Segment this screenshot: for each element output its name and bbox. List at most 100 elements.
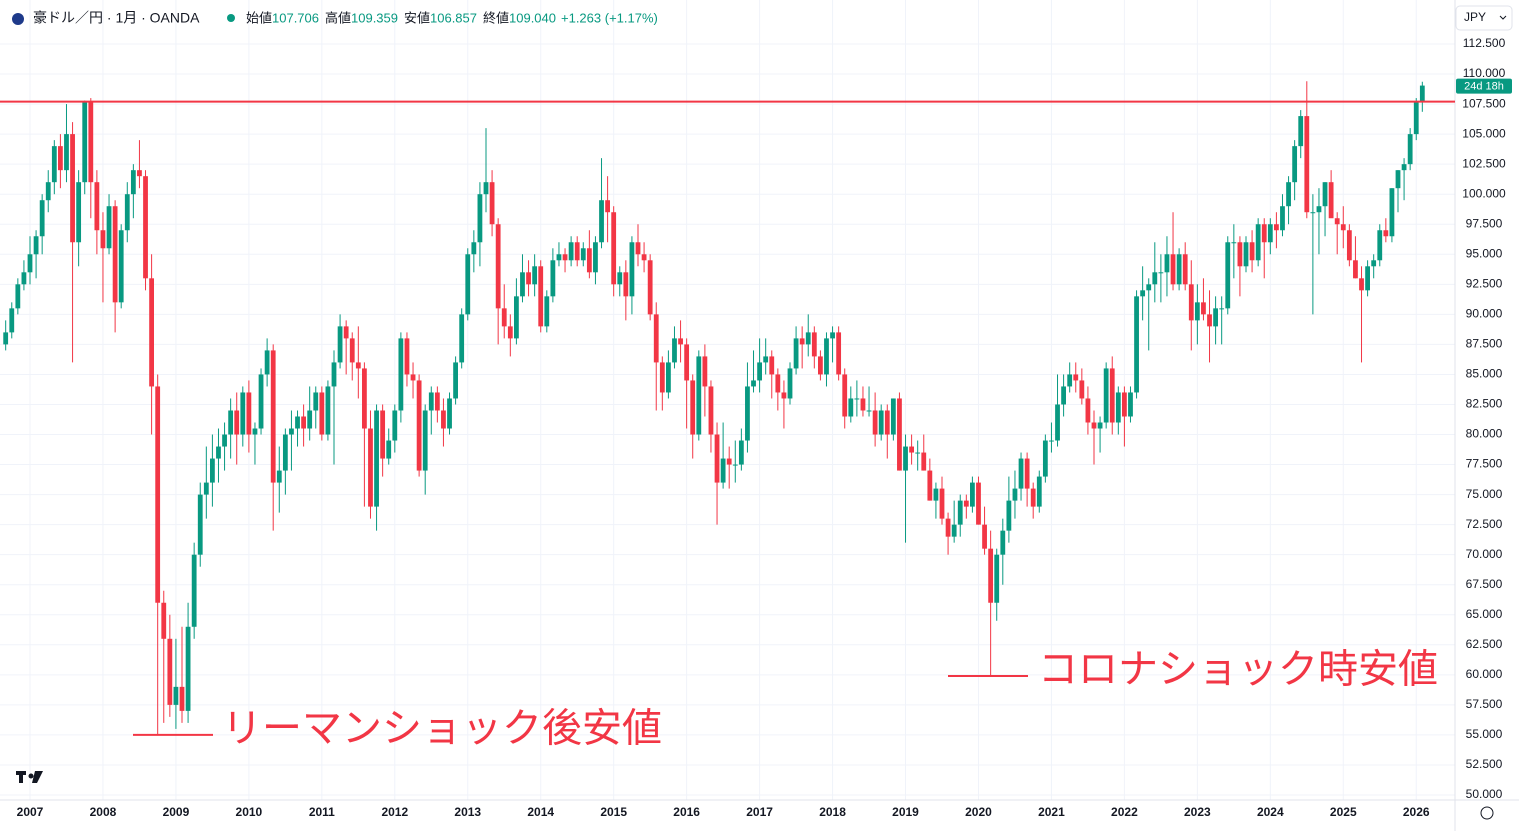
- candle-body: [781, 392, 787, 399]
- candle-body: [27, 254, 33, 273]
- x-tick-label: 2024: [1257, 805, 1284, 819]
- candle-body: [495, 224, 501, 309]
- candle-body: [240, 392, 246, 435]
- candle-body: [763, 356, 769, 363]
- candle-body: [1346, 230, 1352, 261]
- candle-body: [532, 266, 538, 285]
- candle-body: [58, 146, 63, 171]
- candle-body: [994, 554, 1000, 603]
- candle-body: [331, 362, 337, 387]
- candle-body: [88, 101, 94, 183]
- candle-body: [222, 434, 227, 447]
- y-tick-label: 102.500: [1462, 156, 1506, 170]
- settings-icon[interactable]: [1480, 806, 1494, 820]
- x-tick-label: 2009: [163, 805, 190, 819]
- candle-body: [1219, 308, 1225, 310]
- candle-body: [1322, 182, 1328, 207]
- candle-body: [325, 386, 331, 435]
- flag-icon: [12, 13, 24, 25]
- candle-body: [94, 182, 100, 231]
- symbol-title: 豪ドル／円 · 1月 · OANDA: [33, 10, 200, 26]
- candle-body: [428, 392, 434, 411]
- plot: [3, 81, 1425, 735]
- candle-body: [1055, 404, 1060, 441]
- candle-body: [732, 464, 738, 466]
- currency-label[interactable]: JPY: [1464, 10, 1486, 24]
- candle-body: [282, 434, 288, 471]
- candle-body: [319, 392, 325, 435]
- candle-body: [830, 332, 835, 339]
- candle-body: [313, 392, 319, 411]
- candle-body: [1170, 254, 1176, 285]
- candle-body: [149, 278, 154, 387]
- candle-body: [307, 410, 313, 429]
- candle-body: [1328, 182, 1334, 219]
- y-tick-label: 50.000: [1466, 787, 1503, 801]
- candle-body: [921, 452, 927, 471]
- candle-body: [757, 362, 762, 381]
- candle-body: [228, 410, 234, 435]
- candle-body: [51, 146, 57, 183]
- candle-body: [653, 314, 659, 363]
- candle-body: [1115, 392, 1121, 423]
- candle-body: [799, 338, 805, 345]
- candle-body: [404, 338, 410, 375]
- candle-body: [234, 410, 240, 435]
- candle-body: [860, 398, 866, 411]
- candle-body: [1061, 386, 1066, 405]
- candle-body: [3, 332, 9, 345]
- x-tick-label: 2012: [381, 805, 408, 819]
- candle-body: [343, 326, 349, 339]
- candle-body: [1365, 266, 1370, 291]
- candle-body: [1042, 440, 1048, 477]
- candle-body: [617, 272, 623, 285]
- candle-body: [1280, 206, 1285, 231]
- candle-body: [276, 470, 282, 483]
- candle-body: [684, 344, 690, 381]
- candle-body: [82, 101, 88, 183]
- header: 豪ドル／円 · 1月 · OANDA 始値 107.706 高値 109.359…: [12, 10, 658, 26]
- candle-body: [173, 686, 179, 705]
- candle-body: [818, 356, 823, 375]
- x-tick-label: 2016: [673, 805, 700, 819]
- x-tick-label: 2017: [746, 805, 773, 819]
- y-tick-label: 75.000: [1466, 487, 1503, 501]
- candle-body: [246, 392, 252, 435]
- candle-body: [337, 326, 343, 363]
- candle-body: [143, 176, 148, 279]
- candle-body: [441, 410, 446, 429]
- candle-body: [289, 428, 294, 435]
- candle-body: [368, 428, 373, 507]
- y-tick-label: 55.000: [1466, 727, 1503, 741]
- candle-body: [1243, 242, 1249, 267]
- candle-body: [526, 272, 531, 285]
- candle-body: [854, 398, 860, 400]
- candle-body: [210, 458, 215, 483]
- y-tick-label: 57.500: [1466, 697, 1503, 711]
- candle-body: [1188, 284, 1194, 321]
- x-tick-label: 2021: [1038, 805, 1065, 819]
- x-tick-label: 2020: [965, 805, 992, 819]
- candle-body: [1255, 224, 1261, 261]
- candle-body: [434, 392, 440, 411]
- annotation-text: コロナショック時安値: [1038, 648, 1438, 692]
- candle-body: [355, 362, 361, 369]
- candle-body: [483, 182, 489, 195]
- candle-body: [216, 446, 221, 459]
- candle-body: [970, 482, 975, 507]
- candle-body: [118, 230, 124, 303]
- currency-button[interactable]: [1455, 5, 1513, 31]
- candle-body: [489, 182, 495, 225]
- close-value: 109.040: [509, 10, 556, 25]
- y-tick-label: 52.500: [1466, 757, 1503, 771]
- candle-body: [720, 458, 726, 483]
- candle-body: [264, 350, 270, 375]
- candle-body: [599, 200, 604, 243]
- y-tick-label: 92.500: [1466, 276, 1503, 290]
- candle-body: [392, 410, 398, 441]
- candle-body: [1237, 242, 1243, 267]
- candle-body: [593, 242, 598, 273]
- candle-body: [629, 242, 635, 297]
- candle-body: [811, 332, 817, 357]
